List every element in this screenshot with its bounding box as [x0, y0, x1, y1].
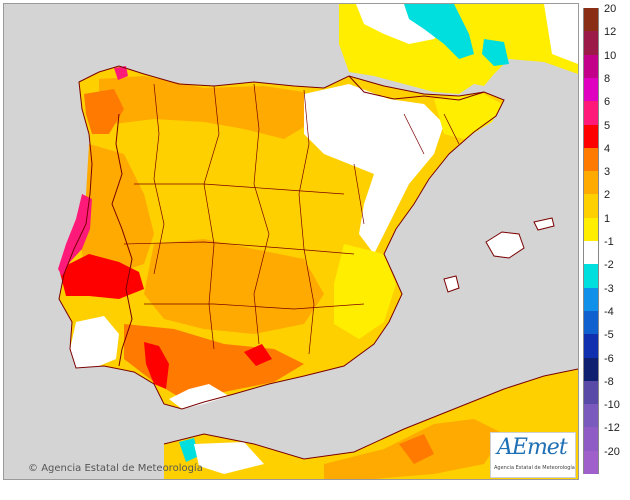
south-orange-zone	[124, 324, 304, 400]
legend-swatch	[583, 194, 599, 219]
legend-label: 1	[604, 212, 611, 225]
ibiza	[443, 275, 460, 293]
legend-swatch	[583, 54, 599, 79]
tagus-hot-zone	[59, 254, 144, 299]
legend-swatch	[583, 450, 599, 475]
legend-swatch	[583, 124, 599, 149]
north-orange-zone	[99, 76, 309, 139]
temperature-anomaly-map	[58, 4, 578, 479]
legend-swatch	[583, 287, 599, 312]
legend-swatch	[583, 310, 599, 335]
province-lines	[123, 83, 460, 355]
aemet-logo: AEmet Agencia Estatal de Meteorología	[490, 432, 576, 478]
mallorca	[485, 231, 525, 259]
legend-swatch	[583, 380, 599, 405]
algarve-neutral-zone	[70, 316, 119, 368]
legend-swatch	[583, 427, 599, 452]
alps-cool-patch	[404, 4, 474, 59]
legend-label: -2	[604, 259, 614, 272]
legend-label: -20	[604, 445, 620, 458]
legend-swatch	[583, 31, 599, 56]
legend-swatch	[583, 334, 599, 358]
africa-coast	[163, 368, 578, 460]
legend-label: 10	[604, 49, 617, 62]
france-border	[348, 75, 485, 101]
aemet-subtitle: Agencia Estatal de Meteorología	[494, 465, 575, 471]
legend-label: -10	[604, 399, 620, 412]
legend-label: 12	[604, 26, 617, 39]
northwest-orange-zone	[84, 89, 124, 134]
aemet-wordmark: AEmet	[497, 435, 568, 460]
west-orange-zone	[79, 144, 154, 274]
legend-swatch	[583, 241, 599, 265]
sardinia-edge	[544, 4, 578, 64]
guadalquivir-hot-zone	[144, 342, 169, 389]
coastline	[58, 65, 505, 410]
ebro-neutral-zone	[304, 84, 444, 254]
legend-swatch	[583, 101, 599, 125]
coast-magenta-zone	[58, 194, 92, 276]
legend-swatch	[583, 8, 599, 32]
copyright-notice: © Agencia Estatal de Meteorología	[28, 463, 203, 474]
legend-label: 20	[604, 3, 617, 15]
legend-label: -1	[604, 236, 614, 248]
copyright-icon: ©	[28, 463, 38, 474]
north-africa-hot	[399, 434, 434, 464]
tangier-neutral	[194, 442, 264, 474]
copyright-text: Agencia Estatal de Meteorología	[41, 463, 203, 474]
legend-label: 6	[604, 96, 611, 109]
central-orange-zone	[144, 239, 324, 334]
legend-swatch	[583, 147, 599, 172]
legend-swatch	[583, 217, 599, 242]
legend-label: -4	[604, 305, 614, 318]
catalonia-yellow-zone	[434, 94, 502, 139]
legend-swatch	[583, 264, 599, 289]
galicia-magenta-spot	[114, 66, 128, 80]
levante-yellow-zone	[334, 244, 396, 339]
menorca	[533, 217, 555, 231]
granada-hot-zone	[244, 344, 272, 366]
legend-label: 4	[604, 142, 611, 155]
alps-cool-patch-2	[482, 39, 509, 66]
legend-swatch	[583, 171, 599, 195]
legend-label: 2	[604, 189, 611, 202]
legend-label: 5	[604, 119, 611, 132]
legend-label: 3	[604, 166, 611, 179]
legend-swatch	[583, 404, 599, 428]
legend-label: 8	[604, 72, 611, 85]
map-panel	[3, 3, 579, 480]
legend-label: -12	[604, 422, 620, 435]
legend-label: -6	[604, 352, 614, 365]
cadiz-neutral-zone	[169, 384, 229, 409]
legend-label: -8	[604, 375, 614, 388]
legend-swatch	[583, 357, 599, 382]
color-legend: 20 12 10 8 6 5 4 3 2 1 -1 -2 -3 -4 -5 -6 -8 -10 -12 -20	[583, 3, 627, 478]
legend-label: -5	[604, 329, 614, 342]
legend-label: -3	[604, 282, 614, 295]
legend-swatch	[583, 77, 599, 102]
